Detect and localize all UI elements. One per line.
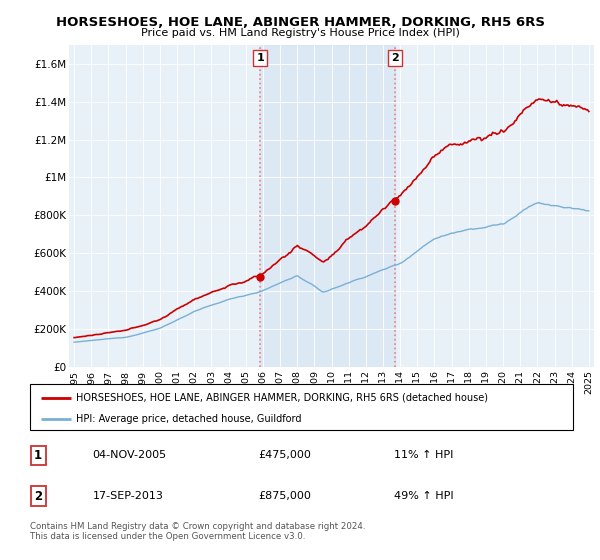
Text: 17-SEP-2013: 17-SEP-2013 — [92, 491, 163, 501]
Text: £475,000: £475,000 — [258, 450, 311, 460]
Text: 2: 2 — [391, 53, 399, 63]
Text: 1: 1 — [34, 449, 42, 462]
Text: HORSESHOES, HOE LANE, ABINGER HAMMER, DORKING, RH5 6RS: HORSESHOES, HOE LANE, ABINGER HAMMER, DO… — [56, 16, 545, 29]
Text: HORSESHOES, HOE LANE, ABINGER HAMMER, DORKING, RH5 6RS (detached house): HORSESHOES, HOE LANE, ABINGER HAMMER, DO… — [76, 393, 488, 403]
Bar — [260, 45, 395, 367]
Text: 04-NOV-2005: 04-NOV-2005 — [92, 450, 167, 460]
Text: 49% ↑ HPI: 49% ↑ HPI — [394, 491, 454, 501]
Text: 2: 2 — [34, 489, 42, 502]
Text: Price paid vs. HM Land Registry's House Price Index (HPI): Price paid vs. HM Land Registry's House … — [140, 28, 460, 38]
Text: HPI: Average price, detached house, Guildford: HPI: Average price, detached house, Guil… — [76, 414, 302, 423]
Text: Contains HM Land Registry data © Crown copyright and database right 2024.
This d: Contains HM Land Registry data © Crown c… — [30, 522, 365, 542]
Text: 1: 1 — [256, 53, 264, 63]
FancyBboxPatch shape — [30, 384, 573, 430]
Text: 11% ↑ HPI: 11% ↑ HPI — [394, 450, 453, 460]
Text: £875,000: £875,000 — [258, 491, 311, 501]
